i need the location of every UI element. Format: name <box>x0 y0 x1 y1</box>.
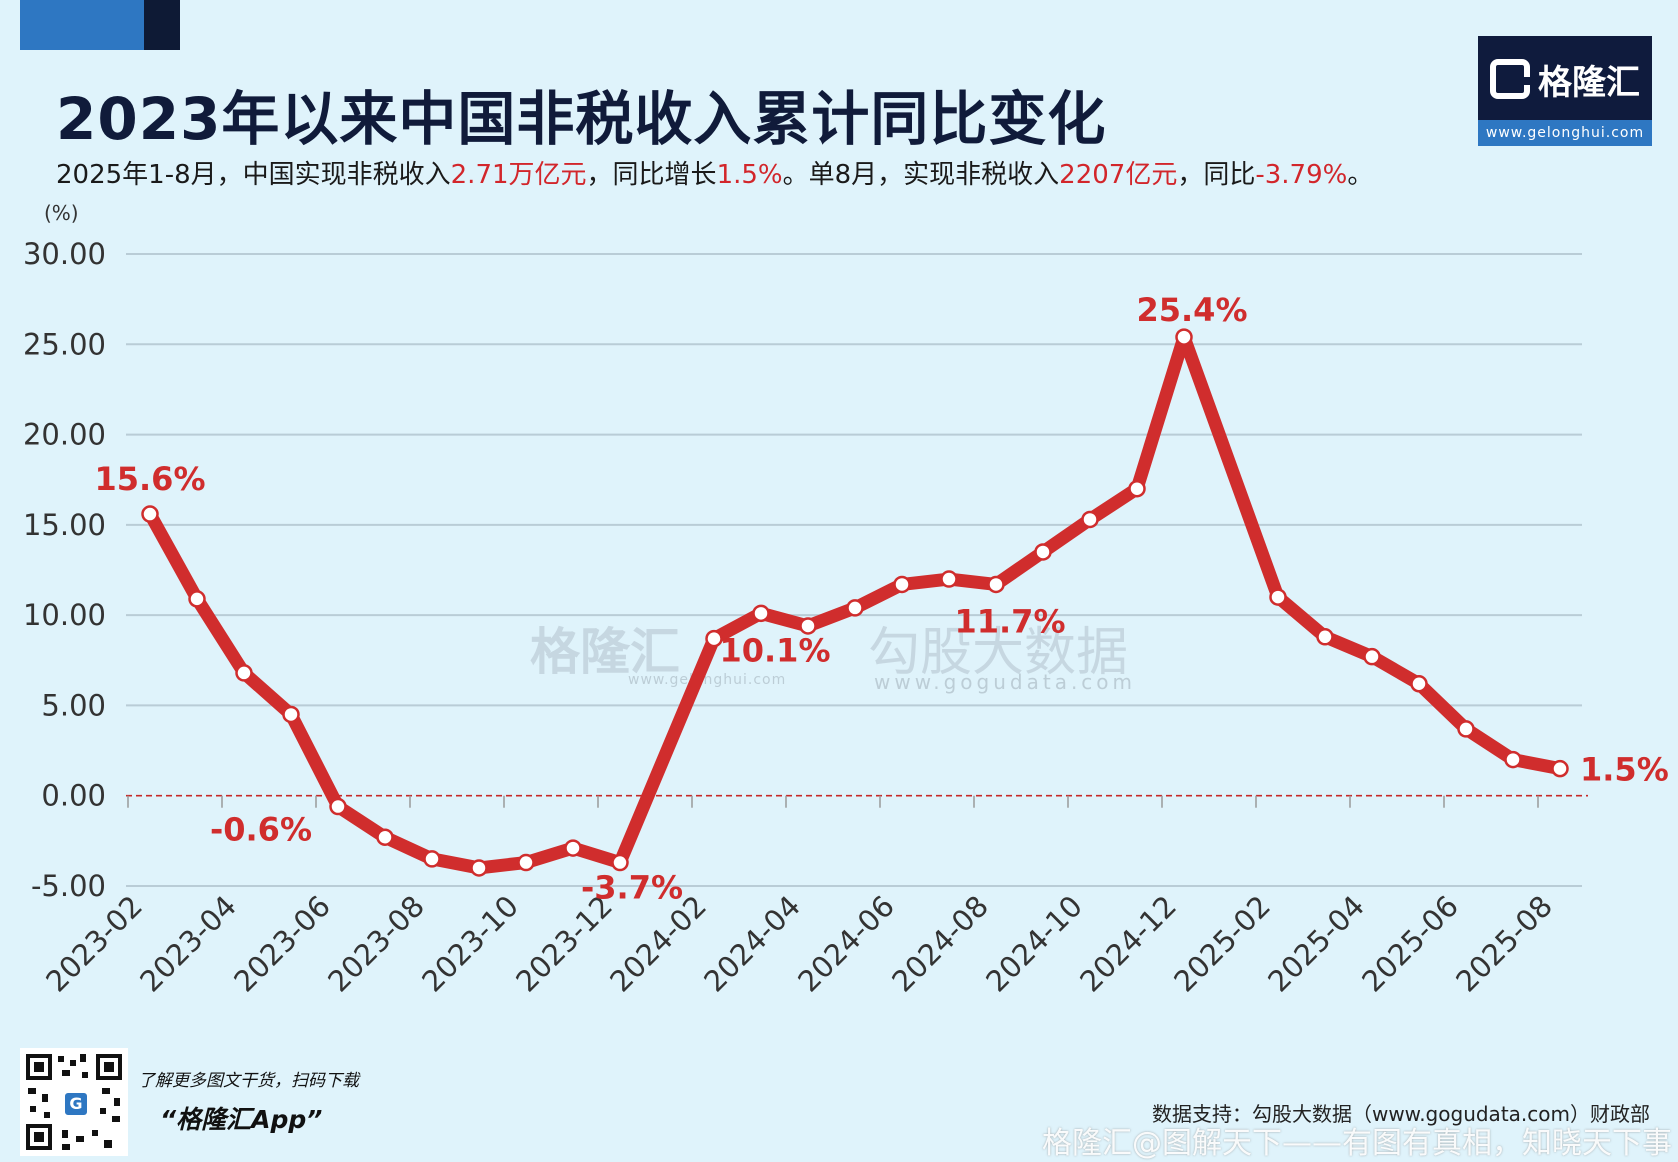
promo-text: 了解更多图文干货，扫码下载 <box>138 1071 359 1091</box>
data-point <box>1316 628 1334 646</box>
subtitle-highlight: -3.79% <box>1255 160 1348 190</box>
data-point <box>940 570 958 588</box>
data-label: 1.5% <box>1580 751 1669 789</box>
data-point <box>1363 647 1381 666</box>
data-label: 10.1% <box>719 631 830 669</box>
data-point <box>846 599 864 617</box>
data-point <box>1410 675 1428 693</box>
subtitle-text: ，同比增长 <box>586 160 717 190</box>
data-label: 11.7% <box>954 602 1065 640</box>
data-point <box>987 575 1005 594</box>
header-accent-navy <box>144 0 180 50</box>
data-point <box>235 664 253 682</box>
subtitle-highlight: 2.71万亿元 <box>450 160 587 190</box>
footer-watermark: 格隆汇@图解天下——有图有真相，知晓天下事 <box>1042 1126 1672 1161</box>
data-source-note: 数据支持：勾股大数据（www.gogudata.com）财政部 <box>1151 1102 1650 1126</box>
data-point <box>1551 759 1569 778</box>
x-tick-label: 2024-04 <box>697 889 807 999</box>
watermark-gelonghui: 格隆汇 <box>530 623 680 681</box>
data-label: 25.4% <box>1136 291 1247 329</box>
line-chart: (%) 30.00 25.00 20.00 15.00 10.00 5.00 0.00 -5.0… <box>23 201 1669 999</box>
x-tick-label: 2024-06 <box>791 889 901 999</box>
subtitle-text: 。单8月，实现非税收入 <box>782 160 1060 190</box>
data-point <box>376 828 394 846</box>
x-tick-label: 2023-04 <box>133 889 243 999</box>
data-point <box>1081 510 1099 529</box>
y-tick-label: 20.00 <box>23 418 106 452</box>
data-point <box>470 859 488 877</box>
data-point <box>1457 720 1475 738</box>
data-point <box>1504 750 1522 769</box>
data-point <box>799 617 817 635</box>
data-point <box>517 853 535 872</box>
x-tick-label: 2023-06 <box>227 889 337 999</box>
data-point <box>893 575 911 594</box>
x-tick-label: 2025-02 <box>1167 889 1277 999</box>
data-point <box>282 705 300 724</box>
x-tick-label: 2023-08 <box>321 889 431 999</box>
watermark-gogudata: 勾股大数据 <box>868 623 1129 683</box>
subtitle-highlight: 1.5% <box>716 160 783 190</box>
qr-logo-icon: G <box>62 1090 90 1118</box>
y-tick-label: 10.00 <box>23 598 106 632</box>
brand-logo-url: www.gelonghui.com <box>1478 120 1652 146</box>
promo-app-name: “格隆汇App” <box>160 1105 323 1134</box>
data-point <box>1269 588 1287 606</box>
data-point <box>188 590 206 608</box>
subtitle-text: 2025年1-8月，中国实现非税收入 <box>56 160 451 190</box>
data-point <box>564 839 582 857</box>
y-tick-label: 25.00 <box>23 327 106 361</box>
y-tick-label: -5.00 <box>31 869 106 903</box>
data-point <box>1034 543 1052 561</box>
data-point <box>1175 328 1193 346</box>
data-label: -3.7% <box>581 869 683 907</box>
x-tick-label: 2023-02 <box>39 889 149 999</box>
data-point <box>611 853 629 872</box>
data-point <box>1128 479 1146 498</box>
subtitle: 2025年1-8月，中国实现非税收入2.71万亿元，同比增长1.5%。单8月，实… <box>56 154 1373 191</box>
subtitle-highlight: 2207亿元 <box>1059 160 1178 190</box>
data-point <box>423 850 441 868</box>
y-tick-label: 30.00 <box>23 237 106 271</box>
watermark-gelonghui-url: www.gelonghui.com <box>628 672 787 688</box>
data-point <box>329 797 347 816</box>
qr-code-pattern <box>26 1054 122 1150</box>
watermark-gogudata-url: www.gogudata.com <box>874 670 1137 694</box>
x-tick-label: 2024-12 <box>1073 889 1183 999</box>
brand-g-icon <box>1490 59 1530 99</box>
data-label: -0.6% <box>210 811 312 849</box>
y-tick-label: 0.00 <box>41 779 106 813</box>
brand-logo-text: 格隆汇 <box>1538 62 1640 103</box>
header-accent-blue <box>20 0 144 50</box>
y-tick-label: 15.00 <box>23 508 106 542</box>
page-title: 2023年以来中国非税收入累计同比变化 <box>56 85 1107 153</box>
data-point <box>141 505 159 523</box>
data-point <box>705 629 723 648</box>
x-tick-label: 2025-08 <box>1449 889 1559 999</box>
y-axis-unit: (%) <box>44 201 79 225</box>
y-tick-label: 5.00 <box>41 688 106 722</box>
x-tick-label: 2024-08 <box>885 889 995 999</box>
x-tick-label: 2023-10 <box>415 889 525 999</box>
x-tick-label: 2025-04 <box>1261 889 1371 999</box>
subtitle-text: 。 <box>1347 160 1374 190</box>
x-tick-label: 2025-06 <box>1355 889 1465 999</box>
subtitle-text: ，同比 <box>1177 160 1256 190</box>
qr-code[interactable]: G <box>20 1048 128 1156</box>
x-tick-label: 2024-10 <box>979 889 1089 999</box>
data-label: 15.6% <box>94 460 205 498</box>
data-point <box>752 604 770 623</box>
brand-logo: 格隆汇 www.gelonghui.com <box>1478 36 1652 146</box>
